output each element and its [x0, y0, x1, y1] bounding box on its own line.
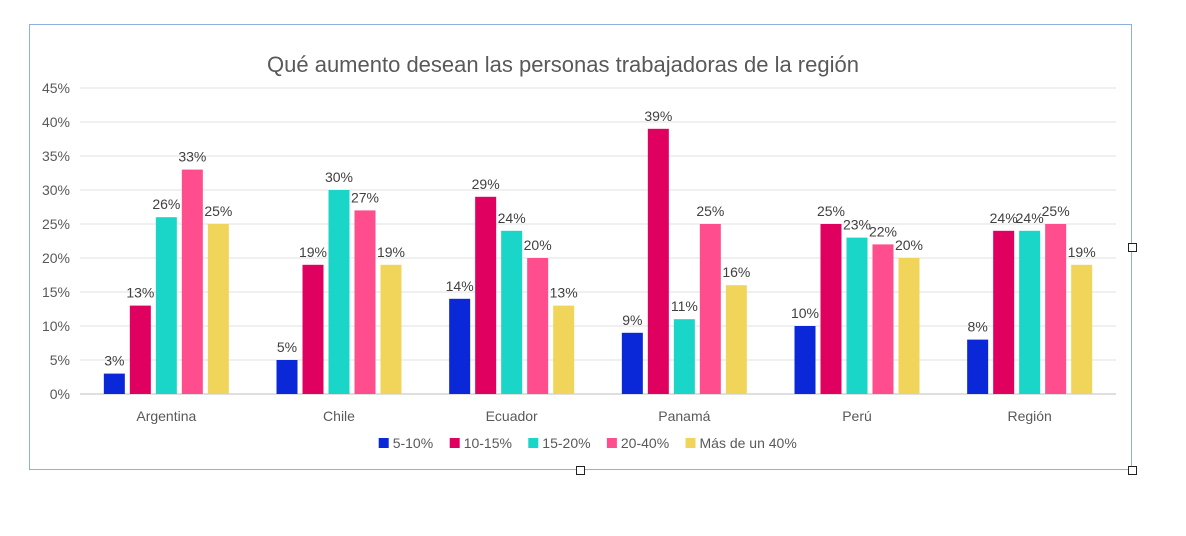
data-label: 24%: [498, 210, 526, 226]
data-label: 25%: [696, 203, 724, 219]
y-tick-label: 0%: [50, 386, 70, 402]
bar[interactable]: [699, 224, 721, 394]
data-label: 3%: [104, 353, 124, 369]
bar[interactable]: [103, 373, 125, 394]
bar[interactable]: [276, 360, 298, 394]
data-label: 20%: [895, 237, 923, 253]
data-label: 25%: [1042, 203, 1070, 219]
y-tick-label: 5%: [50, 352, 70, 368]
y-tick-label: 45%: [42, 80, 70, 96]
bar[interactable]: [1071, 264, 1093, 394]
resize-handle-bottom[interactable]: [576, 466, 585, 475]
bar[interactable]: [181, 169, 203, 394]
data-label: 30%: [325, 169, 353, 185]
data-label: 9%: [622, 312, 642, 328]
data-label: 24%: [1016, 210, 1044, 226]
x-tick-label: Panamá: [658, 408, 710, 424]
bar[interactable]: [501, 230, 523, 394]
legend-swatch: [378, 438, 389, 448]
y-tick-label: 20%: [42, 250, 70, 266]
bar[interactable]: [1019, 230, 1041, 394]
bar[interactable]: [328, 190, 350, 394]
bar[interactable]: [354, 210, 376, 394]
data-label: 27%: [351, 189, 379, 205]
bar[interactable]: [794, 326, 816, 394]
bar[interactable]: [380, 264, 402, 394]
y-tick-label: 40%: [42, 114, 70, 130]
bar[interactable]: [621, 332, 643, 394]
data-label: 33%: [178, 149, 206, 165]
y-tick-label: 15%: [42, 284, 70, 300]
bar[interactable]: [155, 217, 177, 394]
y-tick-label: 10%: [42, 318, 70, 334]
data-label: 26%: [152, 196, 180, 212]
data-label: 23%: [843, 217, 871, 233]
bar[interactable]: [993, 230, 1015, 394]
bar[interactable]: [872, 244, 894, 394]
bar[interactable]: [207, 224, 229, 394]
bar[interactable]: [553, 305, 575, 394]
x-tick-label: Ecuador: [486, 408, 538, 424]
x-tick-label: Región: [1007, 408, 1051, 424]
data-label: 19%: [299, 244, 327, 260]
x-tick-label: Chile: [323, 408, 355, 424]
legend-label: 10-15%: [464, 435, 512, 451]
data-label: 20%: [524, 237, 552, 253]
data-label: 25%: [204, 203, 232, 219]
data-label: 19%: [1068, 244, 1096, 260]
chart-title: Qué aumento desean las personas trabajad…: [267, 52, 859, 77]
bar[interactable]: [820, 224, 842, 394]
bar[interactable]: [475, 196, 497, 394]
data-label: 25%: [817, 203, 845, 219]
legend-swatch: [528, 438, 539, 448]
x-tick-label: Argentina: [136, 408, 196, 424]
data-label: 39%: [644, 108, 672, 124]
data-label: 8%: [968, 319, 988, 335]
bar[interactable]: [302, 264, 324, 394]
resize-handle-right[interactable]: [1128, 243, 1137, 252]
bar[interactable]: [527, 258, 549, 394]
chart-frame[interactable]: Qué aumento desean las personas trabajad…: [29, 24, 1132, 470]
data-label: 11%: [671, 298, 698, 314]
y-tick-label: 30%: [42, 182, 70, 198]
data-label: 22%: [869, 223, 897, 239]
legend-label: Más de un 40%: [700, 435, 797, 451]
resize-handle-bottom-right[interactable]: [1128, 466, 1137, 475]
x-tick-label: Perú: [842, 408, 872, 424]
bar[interactable]: [673, 319, 695, 394]
bar[interactable]: [129, 305, 151, 394]
y-tick-label: 35%: [42, 148, 70, 164]
bar[interactable]: [725, 285, 747, 394]
bar[interactable]: [898, 258, 920, 394]
data-label: 29%: [472, 176, 500, 192]
y-tick-label: 25%: [42, 216, 70, 232]
legend-swatch: [449, 438, 460, 448]
data-label: 10%: [791, 305, 819, 321]
bar[interactable]: [1045, 224, 1067, 394]
data-label: 5%: [277, 339, 297, 355]
legend-label: 20-40%: [621, 435, 669, 451]
bar[interactable]: [846, 237, 868, 394]
legend-swatch: [606, 438, 617, 448]
legend-label: 5-10%: [393, 435, 433, 451]
data-label: 13%: [126, 285, 154, 301]
data-label: 14%: [446, 278, 474, 294]
data-label: 24%: [990, 210, 1018, 226]
data-label: 19%: [377, 244, 405, 260]
legend-label: 15-20%: [542, 435, 590, 451]
bar[interactable]: [647, 128, 669, 395]
bar-chart: Qué aumento desean las personas trabajad…: [42, 52, 1116, 451]
legend-swatch: [685, 438, 696, 448]
data-label: 16%: [722, 264, 750, 280]
data-label: 13%: [550, 285, 578, 301]
bar[interactable]: [967, 339, 989, 394]
bar[interactable]: [449, 298, 471, 394]
